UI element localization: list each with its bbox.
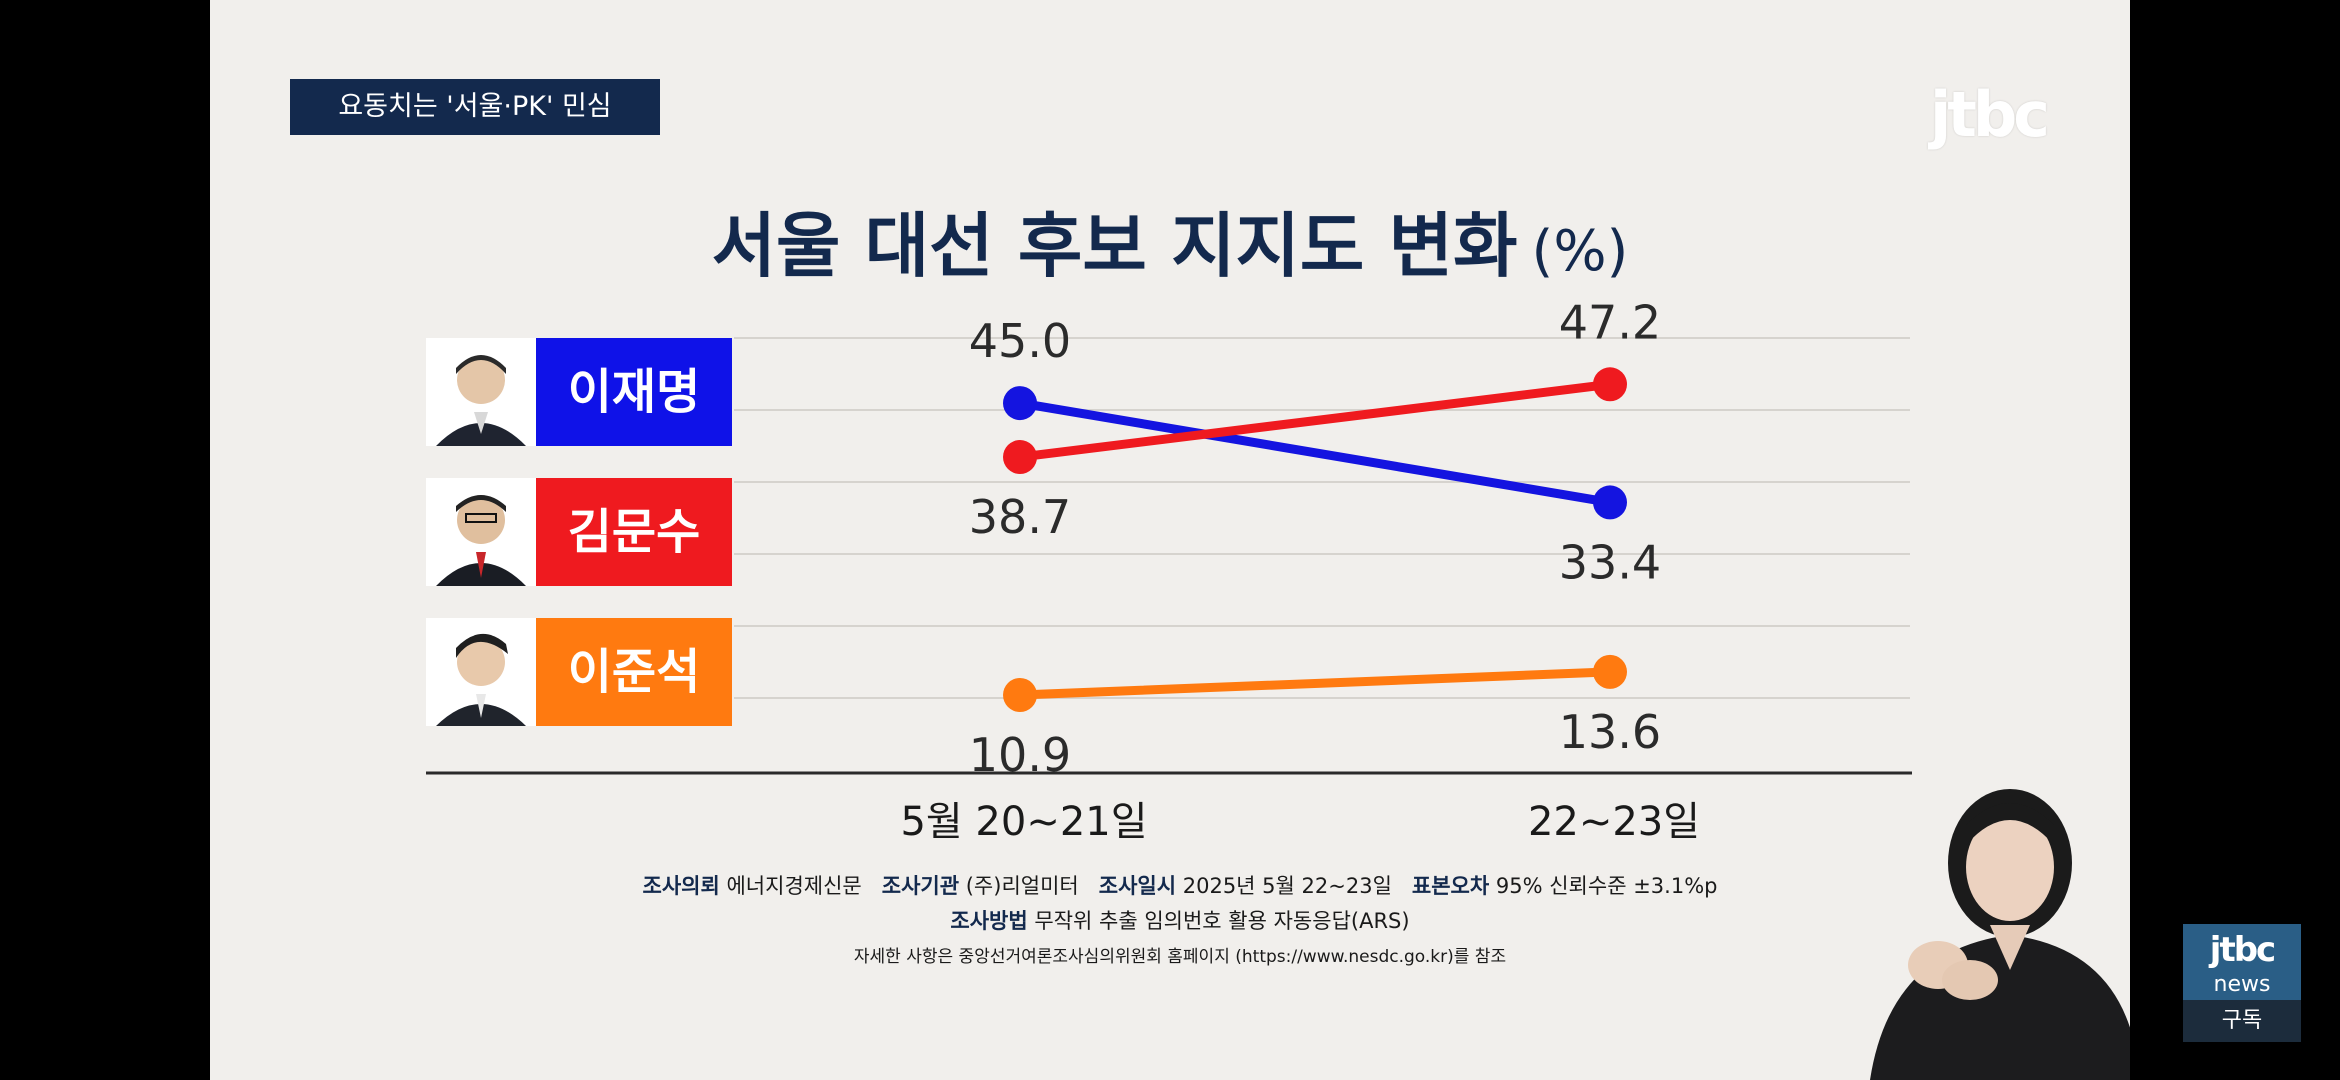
series-line-2 [1015, 667, 1615, 700]
candidate-name: 김문수 [536, 478, 732, 586]
line-chart: 45.0 33.4 38.7 47.2 10.9 13.6 5월 20~21일 22~23일 [426, 295, 1912, 845]
data-point-2-0 [1003, 678, 1037, 712]
agency-label: 조사기관 [881, 874, 960, 898]
subscribe-sub-brand: news [2213, 972, 2271, 997]
subscribe-label: 구독 [2183, 1000, 2301, 1042]
candidate-row-kim-moonsoo: 김문수 [426, 478, 732, 586]
candidate-name: 이준석 [536, 618, 732, 726]
sign-language-interpreter [1850, 775, 2130, 1080]
x-tick-label-1: 22~23일 [1528, 799, 1700, 845]
date-label: 조사일시 [1098, 874, 1177, 898]
data-label-0-1: 33.4 [1559, 535, 1661, 589]
broadcast-frame: 요동치는 '서울·PK' 민심 jtbc 서울 대선 후보 지지도 변화 (%) … [210, 0, 2130, 1080]
error-label: 표본오차 [1411, 874, 1490, 898]
data-label-2-1: 13.6 [1559, 705, 1661, 759]
candidate-photo-icon [426, 478, 536, 586]
topic-tag: 요동치는 '서울·PK' 민심 [290, 79, 660, 135]
x-tick-label-0: 5월 20~21일 [900, 799, 1147, 845]
series-line-1 [1015, 379, 1615, 462]
data-point-2-1 [1593, 654, 1627, 689]
candidate-row-lee-jaemyung: 이재명 [426, 338, 732, 446]
method-value: 무작위 추출 임의번호 활용 자동응답(ARS) [1034, 909, 1410, 933]
series-line-0 [1015, 398, 1615, 507]
client-label: 조사의뢰 [642, 874, 720, 898]
agency-value: (주)리얼미터 [965, 874, 1079, 898]
subscribe-button[interactable]: jtbc news 구독 [2183, 924, 2301, 1042]
data-label-1-0: 38.7 [969, 490, 1071, 544]
jtbc-logo: jtbc [1930, 78, 2050, 151]
chart-title: 서울 대선 후보 지지도 변화 (%) [210, 190, 2130, 291]
client-value: 에너지경제신문 [726, 874, 862, 898]
candidate-photo-icon [426, 618, 536, 726]
data-label-1-1: 47.2 [1559, 295, 1661, 349]
data-label-0-0: 45.0 [969, 314, 1071, 368]
candidate-photo-icon [426, 338, 536, 446]
date-value: 2025년 5월 22~23일 [1182, 874, 1392, 898]
error-value: 95% 신뢰수준 ±3.1%p [1495, 874, 1718, 898]
data-point-1-0 [1003, 440, 1037, 475]
title-unit: (%) [1531, 219, 1629, 284]
data-label-2-0: 10.9 [969, 728, 1071, 782]
method-label: 조사방법 [950, 909, 1028, 933]
candidate-name: 이재명 [536, 338, 732, 446]
title-text: 서울 대선 후보 지지도 변화 [711, 205, 1518, 287]
candidate-row-lee-junseok: 이준석 [426, 618, 732, 726]
subscribe-brand: jtbc [2209, 930, 2276, 970]
survey-info-line-2: 조사방법 무작위 추출 임의번호 활용 자동응답(ARS) [210, 905, 2130, 935]
data-point-0-0 [1003, 386, 1037, 421]
survey-reference: 자세한 사항은 중앙선거여론조사심의위원회 홈페이지 (https://www.… [853, 947, 1507, 967]
data-point-0-1 [1593, 485, 1627, 520]
survey-info-line-1: 조사의뢰 에너지경제신문 조사기관 (주)리얼미터 조사일시 2025년 5월 … [210, 870, 2130, 900]
data-point-1-1 [1593, 367, 1627, 402]
